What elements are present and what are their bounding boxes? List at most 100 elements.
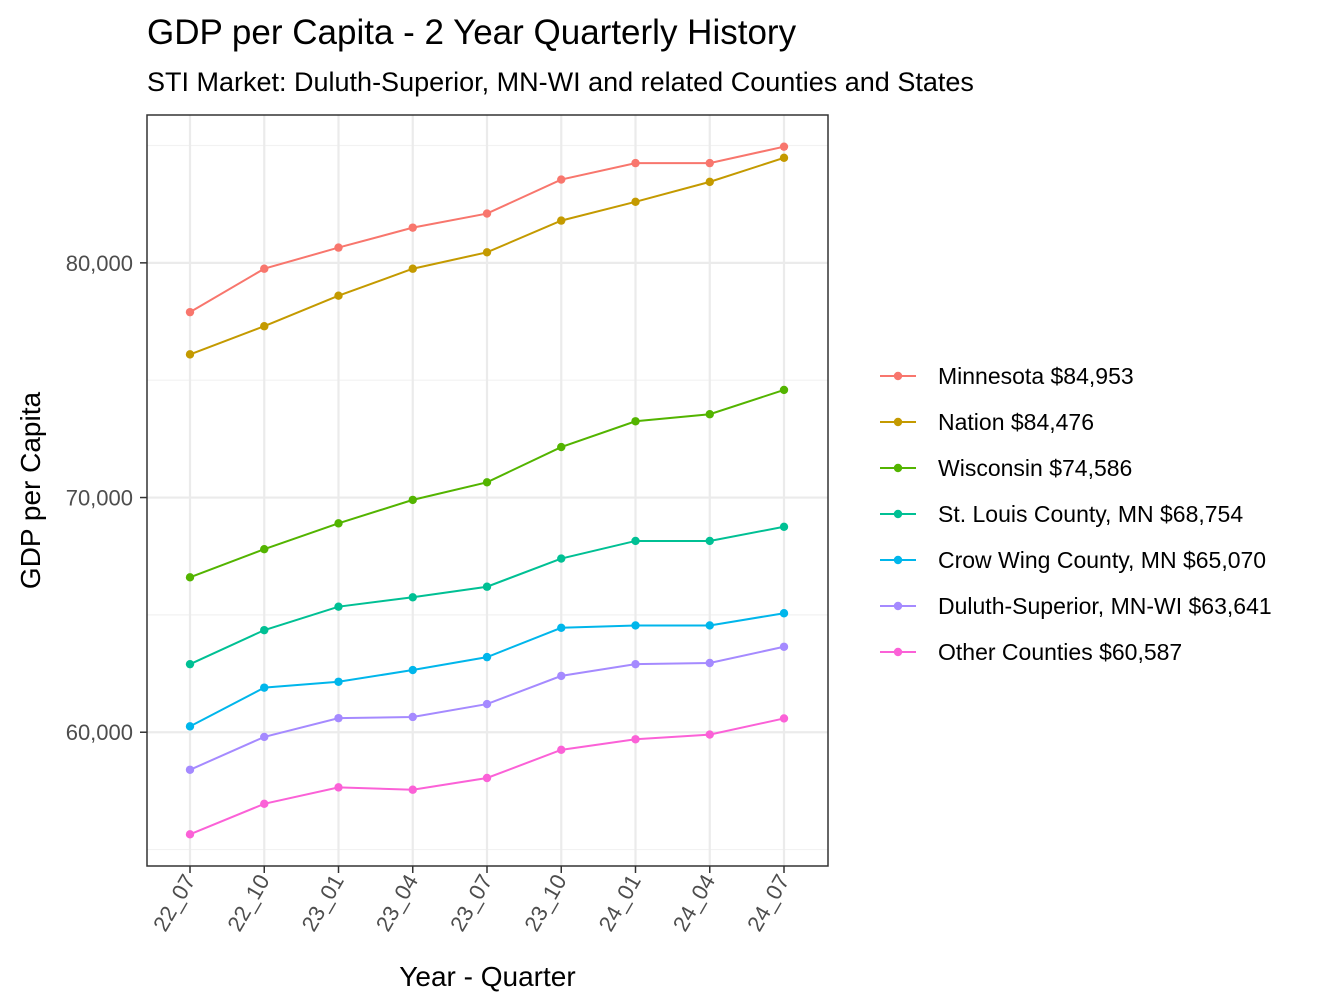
data-point (482, 652, 492, 662)
data-point (482, 209, 492, 218)
data-point (631, 417, 640, 426)
legend-key-point (893, 463, 903, 473)
data-point (260, 264, 269, 273)
data-point (779, 522, 789, 531)
data-point (779, 609, 789, 618)
legend-item: Nation $84,476 (880, 409, 1094, 435)
data-point (185, 350, 195, 359)
legend-item: Crow Wing County, MN $65,070 (880, 547, 1266, 573)
data-point (482, 582, 492, 591)
series-group (185, 385, 789, 582)
data-point (185, 573, 195, 582)
x-tick-label: 23_10 (519, 870, 571, 935)
data-point (705, 730, 714, 739)
legend-label: Duluth-Superior, MN-WI $63,641 (938, 593, 1272, 619)
series-group (185, 642, 789, 774)
legend-key-point (893, 509, 903, 519)
data-point (408, 223, 417, 232)
data-point (705, 410, 714, 419)
legend-label: St. Louis County, MN $68,754 (938, 501, 1243, 527)
legend-item: Wisconsin $74,586 (880, 455, 1132, 481)
legend-label: Other Counties $60,587 (938, 639, 1182, 665)
legend: Minnesota $84,953 Nation $84,476 Wisconsin… (880, 363, 1272, 665)
data-point (408, 712, 417, 722)
x-tick-label: 23_04 (371, 870, 423, 935)
data-point (334, 602, 343, 611)
series-group (185, 609, 789, 731)
data-point (557, 671, 566, 681)
series-group (185, 522, 789, 669)
data-point (779, 385, 789, 395)
data-point (631, 197, 640, 207)
data-point (185, 307, 195, 317)
data-point (631, 536, 640, 546)
data-point (705, 621, 714, 630)
series-group (185, 714, 789, 839)
legend-item: St. Louis County, MN $68,754 (880, 501, 1243, 527)
data-point (557, 554, 566, 563)
data-point (557, 745, 566, 755)
data-point (408, 665, 417, 675)
data-point (408, 785, 417, 794)
data-point (185, 722, 195, 731)
data-point (557, 623, 566, 632)
data-point (260, 322, 269, 331)
legend-item: Minnesota $84,953 (880, 363, 1134, 389)
data-point (185, 830, 195, 839)
y-tick-label: 60,000 (66, 720, 133, 745)
legend-key-point (893, 371, 903, 381)
chart-subtitle: STI Market: Duluth-Superior, MN-WI and r… (147, 67, 974, 97)
legend-key-point (893, 647, 903, 657)
legend-item: Duluth-Superior, MN-WI $63,641 (880, 593, 1272, 619)
grid (147, 115, 828, 866)
x-tick-label: 22_10 (222, 870, 274, 935)
data-point (334, 243, 343, 252)
x-tick-label: 24_07 (742, 870, 794, 935)
x-tick-label: 22_07 (148, 870, 200, 935)
data-point (334, 713, 343, 723)
data-point (705, 658, 714, 668)
data-point (779, 142, 789, 151)
series-group (185, 142, 789, 317)
legend-label: Wisconsin $74,586 (938, 455, 1132, 481)
data-point (334, 519, 343, 528)
data-point (334, 677, 343, 686)
legend-label: Nation $84,476 (938, 409, 1094, 435)
data-point (408, 495, 417, 505)
data-point (260, 625, 269, 635)
legend-key-point (893, 555, 903, 565)
data-point (260, 799, 269, 809)
chart-title: GDP per Capita - 2 Year Quarterly Histor… (147, 13, 797, 52)
data-point (408, 593, 417, 602)
data-point (260, 732, 269, 742)
data-point (185, 765, 195, 774)
data-point (779, 642, 789, 651)
data-point (779, 714, 789, 723)
legend-key-point (893, 417, 903, 427)
series-layer (185, 142, 789, 839)
axes: 60,000 70,000 80,000 22_07 22_10 23_01 23_04 23… (66, 251, 795, 936)
data-point (631, 659, 640, 669)
data-point (334, 291, 343, 300)
data-point (557, 442, 566, 452)
data-point (482, 699, 492, 709)
data-point (557, 216, 566, 225)
data-point (482, 773, 492, 783)
data-point (482, 478, 492, 487)
y-tick-label: 80,000 (66, 251, 133, 276)
data-point (185, 659, 195, 669)
data-point (705, 536, 714, 546)
y-axis-title: GDP per Capita (15, 392, 46, 590)
x-tick-label: 23_01 (297, 870, 349, 935)
legend-item: Other Counties $60,587 (880, 639, 1182, 665)
data-point (705, 158, 714, 168)
data-point (557, 175, 566, 184)
data-point (260, 683, 269, 692)
x-axis-title: Year - Quarter (399, 961, 575, 992)
x-tick-label: 23_07 (445, 870, 497, 935)
x-tick-label: 24_01 (594, 870, 646, 935)
data-point (482, 248, 492, 257)
legend-key-point (893, 601, 903, 611)
data-point (631, 158, 640, 168)
